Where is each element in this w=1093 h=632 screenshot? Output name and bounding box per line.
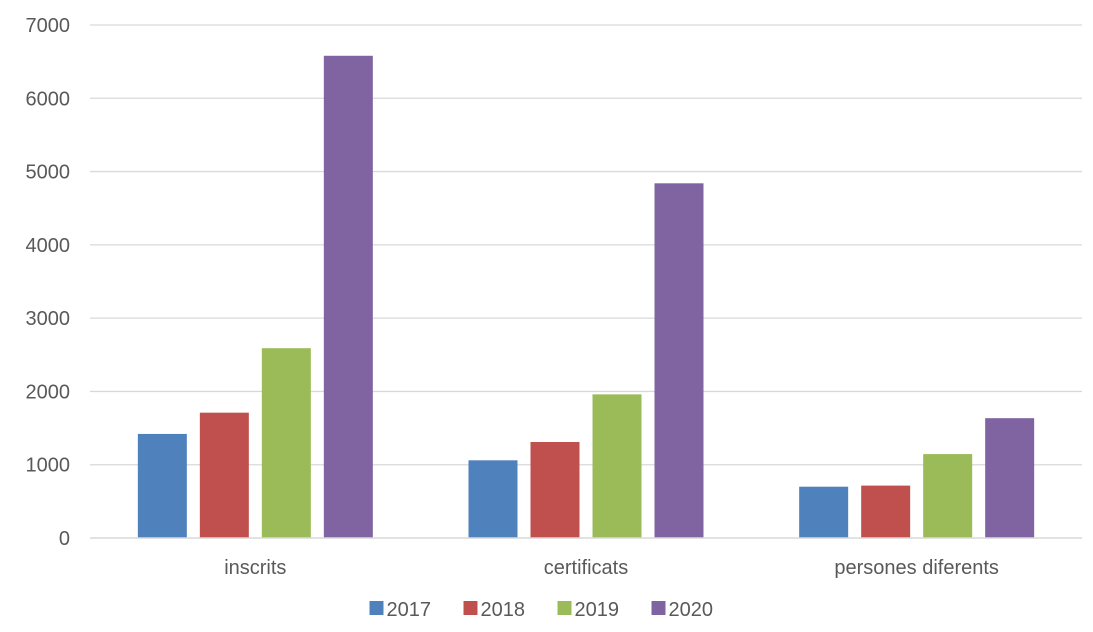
y-tick-label: 7000: [26, 15, 71, 37]
y-tick-label: 3000: [26, 308, 71, 330]
bar-2019-1: [592, 394, 642, 538]
legend-label: 2019: [575, 599, 620, 621]
bar-2017-2: [799, 486, 849, 538]
legend-label: 2020: [669, 599, 714, 621]
bar-2018-2: [861, 485, 911, 538]
gridlines: [90, 24, 1082, 466]
y-tick-label: 5000: [26, 162, 71, 184]
legend-swatch: [651, 601, 666, 615]
legend-item: 2019: [557, 599, 620, 621]
x-category-label: persones diferents: [834, 557, 999, 579]
y-tick-label: 0: [59, 528, 70, 550]
y-tick-label: 4000: [26, 235, 71, 257]
legend: 2017 2018 2019 2020: [369, 599, 714, 621]
legend-swatch: [369, 601, 384, 615]
bar-2018-0: [199, 412, 249, 538]
bar-2020-1: [654, 183, 704, 538]
bars: [137, 55, 1035, 538]
y-tick-label: 6000: [26, 88, 71, 110]
legend-label: 2017: [387, 599, 432, 621]
bar-2020-0: [323, 55, 373, 538]
legend-label: 2018: [481, 599, 526, 621]
legend-swatch: [463, 601, 478, 615]
x-category-label: certificats: [544, 557, 628, 579]
bar-2019-2: [923, 454, 973, 538]
x-axis-category-labels: inscrits certificats persones diferents: [224, 557, 999, 579]
y-tick-label: 2000: [26, 381, 71, 403]
bar-2017-0: [137, 433, 187, 538]
legend-item: 2018: [463, 599, 526, 621]
legend-item: 2020: [651, 599, 714, 621]
legend-swatch: [557, 601, 572, 615]
bar-2018-1: [530, 441, 580, 538]
y-tick-label: 1000: [26, 455, 71, 477]
bar-2017-1: [468, 460, 518, 538]
bar-2019-0: [261, 348, 311, 538]
x-category-label: inscrits: [224, 557, 286, 579]
bar-2020-2: [985, 418, 1035, 538]
legend-item: 2017: [369, 599, 432, 621]
y-axis-tick-labels: 0 1000 2000 3000 4000 5000 6000 7000: [26, 15, 71, 550]
